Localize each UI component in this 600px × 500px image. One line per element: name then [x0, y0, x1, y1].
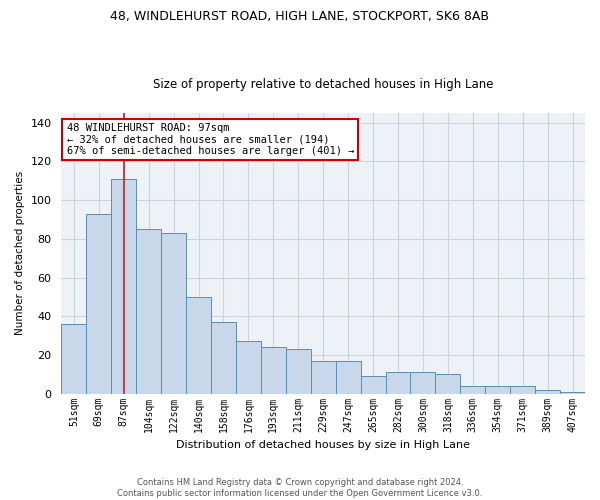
- Bar: [136, 229, 161, 394]
- Bar: [161, 233, 186, 394]
- Bar: [410, 372, 436, 394]
- Bar: [460, 386, 485, 394]
- Bar: [211, 322, 236, 394]
- Bar: [261, 347, 286, 394]
- Bar: [311, 360, 335, 394]
- Text: 48 WINDLEHURST ROAD: 97sqm
← 32% of detached houses are smaller (194)
67% of sem: 48 WINDLEHURST ROAD: 97sqm ← 32% of deta…: [67, 123, 354, 156]
- Bar: [560, 392, 585, 394]
- Bar: [286, 349, 311, 394]
- Y-axis label: Number of detached properties: Number of detached properties: [15, 172, 25, 336]
- Bar: [61, 324, 86, 394]
- Bar: [361, 376, 386, 394]
- Text: 48, WINDLEHURST ROAD, HIGH LANE, STOCKPORT, SK6 8AB: 48, WINDLEHURST ROAD, HIGH LANE, STOCKPO…: [110, 10, 490, 23]
- Bar: [386, 372, 410, 394]
- Bar: [236, 342, 261, 394]
- Bar: [186, 297, 211, 394]
- Bar: [510, 386, 535, 394]
- Title: Size of property relative to detached houses in High Lane: Size of property relative to detached ho…: [153, 78, 493, 91]
- Bar: [335, 360, 361, 394]
- Bar: [436, 374, 460, 394]
- Text: Contains HM Land Registry data © Crown copyright and database right 2024.
Contai: Contains HM Land Registry data © Crown c…: [118, 478, 482, 498]
- Bar: [485, 386, 510, 394]
- Bar: [111, 179, 136, 394]
- Bar: [86, 214, 111, 394]
- Bar: [535, 390, 560, 394]
- X-axis label: Distribution of detached houses by size in High Lane: Distribution of detached houses by size …: [176, 440, 470, 450]
